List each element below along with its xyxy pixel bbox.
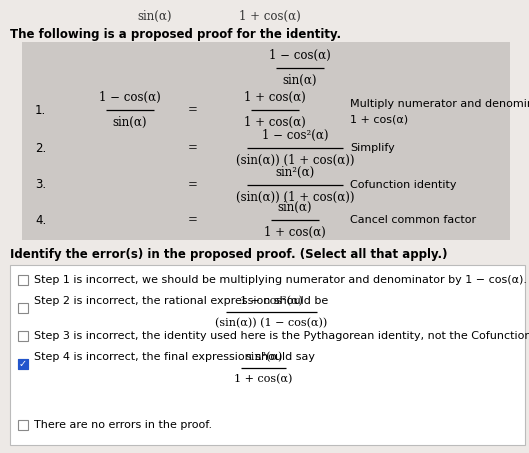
Text: ✓: ✓ (19, 359, 27, 369)
Text: 1 + cos(α): 1 + cos(α) (244, 91, 306, 104)
Text: 1 − cos(α): 1 − cos(α) (99, 91, 161, 104)
Text: (sin(α)) (1 + cos(α)): (sin(α)) (1 + cos(α)) (236, 154, 354, 167)
Text: There are no errors in the proof.: There are no errors in the proof. (34, 420, 212, 430)
Text: Simplify: Simplify (350, 143, 395, 153)
Text: sin²(α): sin²(α) (245, 352, 282, 362)
Text: 1 + cos(α): 1 + cos(α) (350, 114, 408, 124)
Bar (18, 420, 28, 430)
Text: sin(α): sin(α) (138, 10, 172, 23)
Text: 4.: 4. (35, 213, 46, 226)
Text: sin²(α): sin²(α) (276, 166, 315, 179)
Text: =: = (188, 213, 198, 226)
Text: 1 + cos(α): 1 + cos(α) (239, 10, 301, 23)
Bar (18, 359, 28, 369)
Text: 1 + cos(α): 1 + cos(α) (244, 116, 306, 129)
Text: 2.: 2. (35, 141, 46, 154)
Text: (sin(α)) (1 + cos(α)): (sin(α)) (1 + cos(α)) (236, 191, 354, 204)
Text: =: = (188, 141, 198, 154)
Text: =: = (188, 103, 198, 116)
Text: Step 1 is incorrect, we should be multiplying numerator and denominator by 1 − c: Step 1 is incorrect, we should be multip… (34, 275, 527, 285)
Text: Step 3 is incorrect, the identity used here is the Pythagorean identity, not the: Step 3 is incorrect, the identity used h… (34, 331, 529, 341)
Text: 1 − cos(α): 1 − cos(α) (269, 49, 331, 62)
Text: 1 − cos²(α): 1 − cos²(α) (262, 129, 329, 142)
Text: The following is a proposed proof for the identity.: The following is a proposed proof for th… (10, 28, 341, 41)
Text: 1.: 1. (35, 103, 46, 116)
Text: Identify the error(s) in the proposed proof. (Select all that apply.): Identify the error(s) in the proposed pr… (10, 248, 448, 261)
Text: Multiply numerator and denominator by: Multiply numerator and denominator by (350, 99, 529, 109)
Text: (sin(α)) (1 − cos(α)): (sin(α)) (1 − cos(α)) (215, 318, 327, 328)
Text: Cofunction identity: Cofunction identity (350, 180, 457, 190)
Text: Step 4 is incorrect, the final expression should say: Step 4 is incorrect, the final expressio… (34, 352, 315, 362)
Bar (18, 275, 28, 285)
Bar (10, 265, 525, 445)
Bar (18, 331, 28, 341)
Text: Step 2 is incorrect, the rational expression should be: Step 2 is incorrect, the rational expres… (34, 296, 329, 306)
Text: 3.: 3. (35, 178, 46, 192)
Bar (18, 359, 28, 369)
Text: 1 + cos(α): 1 + cos(α) (264, 226, 326, 239)
Text: 1 + cos(α): 1 + cos(α) (234, 374, 293, 384)
Text: sin(α): sin(α) (113, 116, 147, 129)
Text: sin(α): sin(α) (278, 201, 312, 214)
Text: 1 − cos²(α): 1 − cos²(α) (240, 296, 303, 306)
Text: sin(α): sin(α) (282, 74, 317, 87)
Text: =: = (188, 178, 198, 192)
Bar (22, 42, 510, 240)
Bar (18, 303, 28, 313)
Text: Cancel common factor: Cancel common factor (350, 215, 476, 225)
